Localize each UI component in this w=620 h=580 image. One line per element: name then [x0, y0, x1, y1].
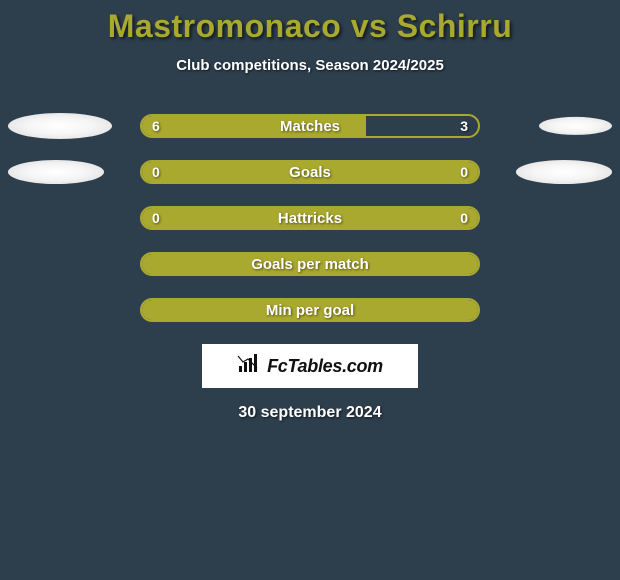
logo-text: FcTables.com — [267, 356, 383, 377]
bar-fill-left — [142, 208, 478, 228]
bar-gap — [366, 116, 478, 136]
stat-row: Matches63 — [0, 114, 620, 138]
subtitle: Club competitions, Season 2024/2025 — [0, 57, 620, 74]
bar-fill-left — [142, 116, 366, 136]
stat-row: Hattricks00 — [0, 206, 620, 230]
stat-row: Goals per match — [0, 252, 620, 276]
left-ellipse — [8, 113, 112, 139]
chart-bars-icon — [237, 354, 263, 379]
bar-track: Hattricks00 — [140, 206, 480, 230]
page-title: Mastromonaco vs Schirru — [0, 8, 620, 45]
stat-rows: Matches63 Goals00 Hattricks00 Goals per mat… — [0, 114, 620, 322]
date: 30 september 2024 — [0, 404, 620, 422]
bar-track: Goals per match — [140, 252, 480, 276]
bar-fill-left — [142, 254, 478, 274]
bar-fill-left — [142, 300, 478, 320]
bar-track: Goals00 — [140, 160, 480, 184]
logo-box: FcTables.com — [202, 344, 418, 388]
bar-fill-left — [142, 162, 478, 182]
bar-track: Min per goal — [140, 298, 480, 322]
comparison-infographic: Mastromonaco vs Schirru Club competition… — [0, 0, 620, 580]
bar-track: Matches63 — [140, 114, 480, 138]
left-ellipse — [8, 160, 104, 184]
stat-row: Min per goal — [0, 298, 620, 322]
right-ellipse — [539, 117, 612, 135]
stat-row: Goals00 — [0, 160, 620, 184]
right-ellipse — [516, 160, 612, 184]
